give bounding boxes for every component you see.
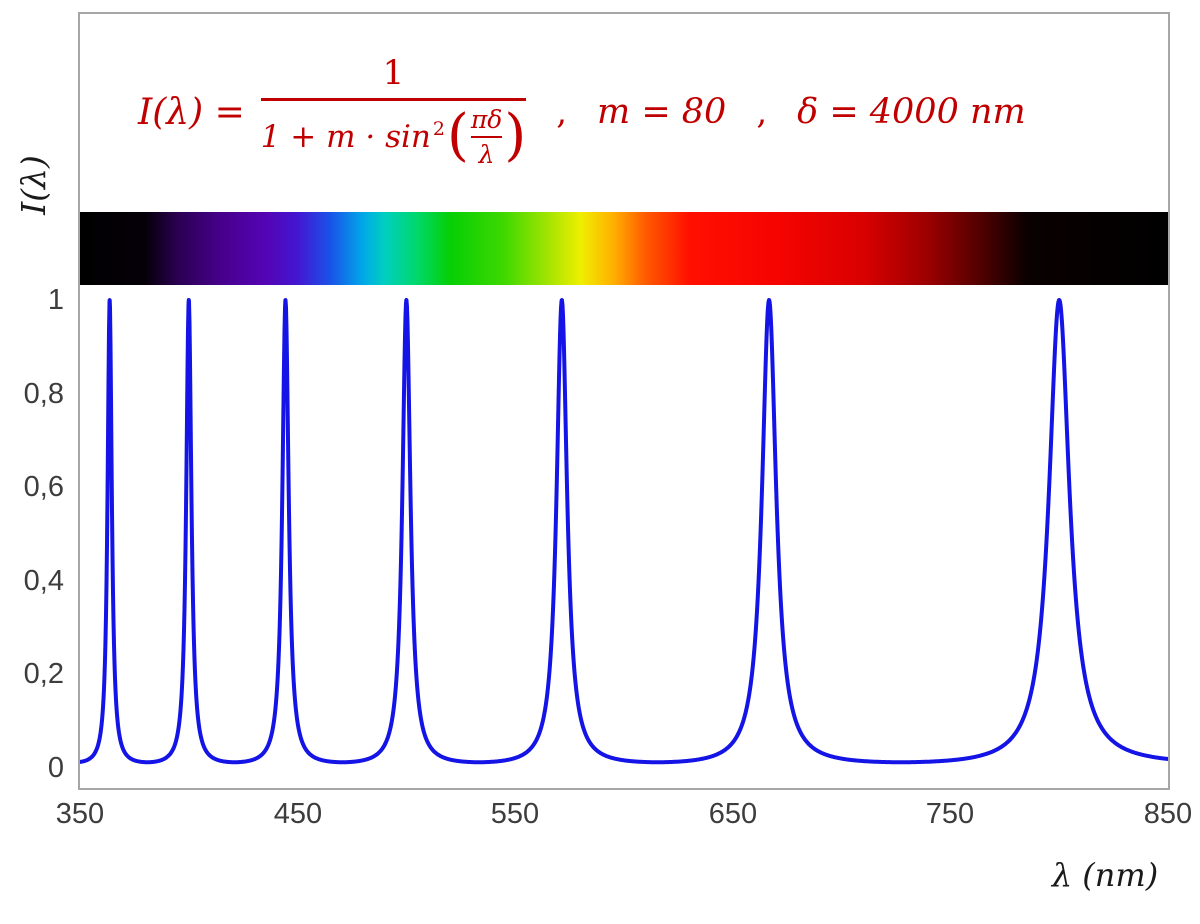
inner-fraction: πδ λ [470,104,503,169]
spectrum-strip [80,212,1168,285]
x-tick-label: 350 [55,798,105,830]
y-tick-label: 1 [47,284,64,316]
open-paren: ( [446,103,469,169]
m-equation: m = 80 [597,92,727,132]
inner-fraction-bar [470,135,503,138]
formula-fraction: 1 1 + m · sin 2 ( πδ λ ) [260,53,527,169]
close-paren: ) [504,103,527,169]
x-axis-title: λ (nm) [1051,856,1159,894]
inner-denominator: λ [478,139,495,169]
y-tick-label: 0,2 [23,658,64,690]
formula-comma: , [756,92,768,132]
x-tick-label: 550 [490,798,540,830]
y-axis-title: I(λ) [13,155,53,215]
x-tick-label: 850 [1143,798,1193,830]
x-tick-label: 450 [273,798,323,830]
inner-numerator: πδ [470,104,503,134]
delta-equation: δ = 4000 nm [797,92,1026,132]
sin-exponent: 2 [432,117,445,140]
intensity-plot [80,298,1168,765]
formula: I(λ) = 1 1 + m · sin 2 ( πδ λ ) , m = 80 [138,32,1026,192]
fraction-numerator: 1 [382,53,405,94]
y-tick-label: 0,4 [23,565,64,597]
fraction-bar [260,97,527,101]
denominator-text: 1 + m · sin [260,118,431,155]
figure-border: I(λ) = 1 1 + m · sin 2 ( πδ λ ) , m = 80 [78,12,1170,790]
formula-comma: , [556,92,567,132]
x-tick-label: 750 [925,798,975,830]
formula-lhs: I(λ) = [138,91,245,133]
intensity-curve [80,298,1168,765]
x-tick-label: 650 [708,798,758,830]
y-tick-label: 0,8 [23,378,64,410]
fraction-denominator: 1 + m · sin 2 ( πδ λ ) [261,105,526,169]
y-tick-label: 0 [47,752,64,784]
y-tick-label: 0,6 [23,471,64,503]
